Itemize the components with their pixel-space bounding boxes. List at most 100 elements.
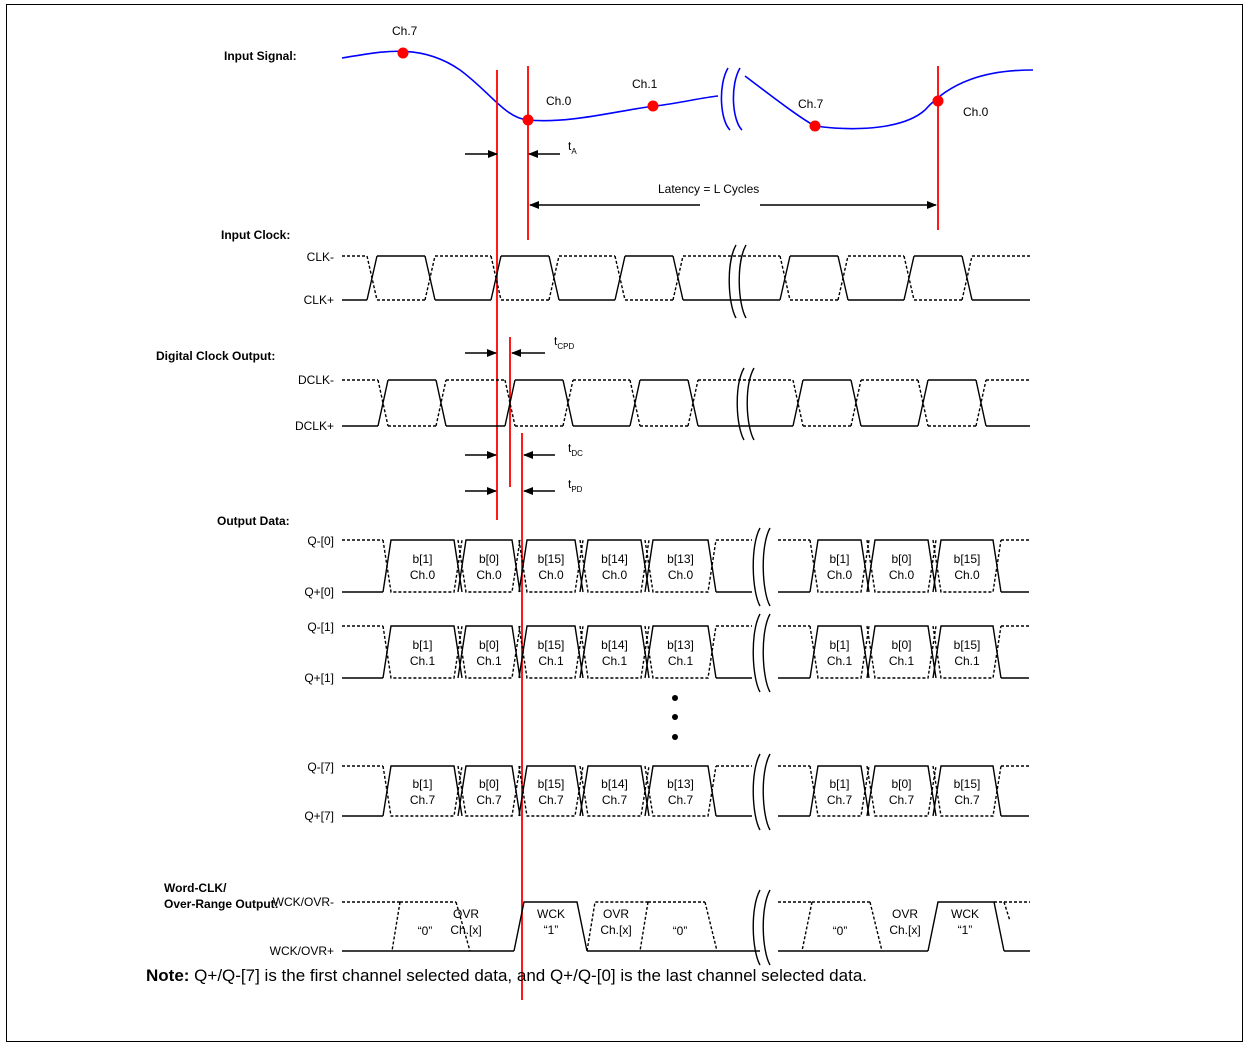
q0-cell-dashed-0 [382, 539, 463, 593]
q1-cell-solid-7 [932, 625, 1002, 679]
dclk-drise-1 [562, 379, 574, 427]
q7-cell-solid-0 [382, 765, 463, 817]
dclk-dfall-3 [792, 379, 804, 427]
q0-cell-bit-5: b[1] [829, 552, 849, 566]
clk-dfall-3 [779, 255, 791, 301]
q1-cell-ch-6: Ch.1 [889, 654, 915, 668]
label-q7-plus: Q+[7] [304, 809, 334, 823]
label-ch7-b: Ch.7 [798, 97, 824, 111]
q1-cell-ch-4: Ch.1 [668, 654, 694, 668]
q7-cell-ch-4: Ch.7 [668, 793, 694, 807]
label-ch0-a: Ch.0 [546, 94, 572, 108]
label-wck-plus: WCK/OVR+ [270, 944, 334, 958]
input-clock-title: Input Clock: [221, 228, 290, 242]
sample-point-ch7-b [809, 120, 821, 132]
q0-cell-ch-2: Ch.0 [538, 568, 564, 582]
q7-cell-dashed-2 [518, 765, 584, 817]
dclk-rise-4 [917, 379, 929, 427]
output-data-title: Output Data: [217, 514, 290, 528]
label-dclk-plus: DCLK+ [295, 419, 334, 433]
diagram-frame [6, 4, 1243, 1042]
clk-dfall-0 [366, 255, 378, 301]
q1-cell-dashed-3 [579, 625, 650, 679]
wck-slant-1 [391, 901, 401, 952]
q7-cell-dashed-0 [382, 765, 463, 817]
wck-pulse-b [927, 901, 1005, 952]
break-mark-signal [720, 67, 743, 131]
wck-slant-4 [704, 901, 718, 952]
label-wck-minus: WCK/OVR- [273, 895, 334, 909]
dclk-rise-0 [377, 379, 389, 427]
input-signal-wave-1 [341, 50, 719, 122]
q1-cell-dashed-2 [518, 625, 584, 679]
dclk-rise-2 [629, 379, 641, 427]
dclk-fall-2 [687, 379, 699, 427]
q1-cell-dashed-0 [382, 625, 463, 679]
q0-cell-dashed-3 [579, 539, 650, 593]
clk-break-mark [728, 244, 747, 319]
q7-break-mark [752, 753, 771, 831]
wck-cell-bottom-1: Ch.[x] [450, 923, 481, 937]
dclk-dfall-4 [917, 379, 929, 427]
dclk-dfall-1 [504, 379, 516, 427]
clk-drise-1 [548, 255, 560, 301]
q7-cell-bit-5: b[1] [829, 777, 849, 791]
wck-slant-2 [455, 901, 471, 952]
q7-cell-dashed-7 [932, 765, 1002, 817]
q0-cell-ch-4: Ch.0 [668, 568, 694, 582]
q1-cell-bit-6: b[0] [891, 638, 911, 652]
word-clk-title-line1: Word-CLK/ [164, 881, 227, 895]
q1-cell-bit-4: b[13] [667, 638, 694, 652]
q1-cell-bit-0: b[1] [412, 638, 432, 652]
q1-cell-ch-7: Ch.1 [954, 654, 980, 668]
wck-cell-top-3: OVR [603, 907, 629, 921]
q0-cell-dashed-4 [644, 539, 717, 593]
dclk-fall-4 [975, 379, 987, 427]
wck-slant-5 [801, 901, 813, 952]
ellipsis-dot-3 [672, 734, 678, 740]
q7-cell-solid-3 [579, 765, 650, 817]
q0-cell-solid-4 [644, 539, 717, 593]
q7-cell-ch-1: Ch.7 [476, 793, 502, 807]
clk-dfall-4 [903, 255, 915, 301]
q7-cell-bit-1: b[0] [479, 777, 499, 791]
q1-cell-bit-2: b[15] [538, 638, 565, 652]
q7-cell-solid-7 [932, 765, 1002, 817]
dclk-drise-2 [687, 379, 699, 427]
label-latency: Latency = L Cycles [658, 182, 759, 196]
q0-cell-ch-0: Ch.0 [410, 568, 436, 582]
q0-cell-ch-5: Ch.0 [827, 568, 853, 582]
dclk-fall-3 [850, 379, 862, 427]
wck-cell-label-4: “0” [673, 924, 688, 938]
q1-cell-dashed-7 [932, 625, 1002, 679]
label-q1-minus: Q-[1] [307, 620, 334, 634]
sample-point-ch7-a [397, 47, 409, 59]
q0-cell-solid-7 [932, 539, 1002, 593]
sample-point-ch1 [647, 100, 659, 112]
q1-cell-ch-0: Ch.1 [410, 654, 436, 668]
dclk-drise-3 [850, 379, 862, 427]
dclk-dfall-0 [377, 379, 389, 427]
label-clk-minus: CLK- [307, 250, 334, 264]
q0-cell-ch-1: Ch.0 [476, 568, 502, 582]
footnote: Note: Q+/Q-[7] is the first channel sele… [146, 966, 867, 985]
wck-cell-bottom-2: “1” [544, 923, 559, 937]
q7-cell-dashed-1 [457, 765, 521, 817]
clk-drise-0 [424, 255, 436, 301]
q0-break-mark [752, 527, 771, 607]
label-ch0-b: Ch.0 [963, 105, 989, 119]
q1-cell-ch-1: Ch.1 [476, 654, 502, 668]
label-ch7-a: Ch.7 [392, 24, 418, 38]
label-q1-plus: Q+[1] [304, 671, 334, 685]
wck-break-mark [752, 889, 771, 966]
wck-ovr-dashed-a [586, 901, 648, 952]
q7-cell-dashed-3 [579, 765, 650, 817]
word-clk-title-line2: Over-Range Output: [164, 897, 279, 911]
q7-cell-ch-5: Ch.7 [827, 793, 853, 807]
q7-cell-bit-0: b[1] [412, 777, 432, 791]
dclk-dfall-2 [629, 379, 641, 427]
q7-cell-ch-3: Ch.7 [602, 793, 628, 807]
q1-cell-bit-7: b[15] [954, 638, 981, 652]
q0-cell-dashed-1 [457, 539, 521, 593]
